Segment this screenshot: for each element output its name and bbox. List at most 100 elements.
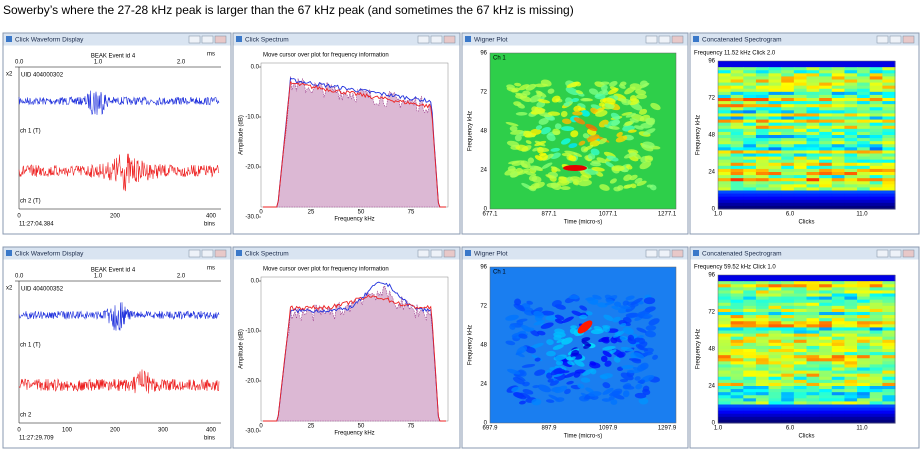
spectrogram-cell <box>819 376 833 381</box>
spectrogram-cell <box>831 293 845 298</box>
spectrogram-cell <box>869 178 883 182</box>
spectrogram-cell <box>869 122 883 127</box>
wigner-blob <box>580 377 591 383</box>
minimize-button[interactable] <box>417 35 430 44</box>
maximize-button[interactable] <box>430 249 443 258</box>
x-tick: 897.9 <box>541 426 557 432</box>
spectrogram-cell <box>844 70 858 74</box>
close-button[interactable] <box>902 249 915 258</box>
spectrogram-cell <box>743 367 757 372</box>
wigner-blob <box>572 181 579 186</box>
minimize-button[interactable] <box>417 249 430 258</box>
spectrogram-cell <box>781 175 795 179</box>
spectrogram-cell <box>882 110 896 114</box>
spectrogram-cell <box>831 290 845 294</box>
spectrogram-cell <box>831 308 845 313</box>
close-button[interactable] <box>443 35 456 44</box>
spectrogram-cell <box>730 61 744 65</box>
close-button[interactable] <box>214 35 227 44</box>
close-button[interactable] <box>671 35 684 44</box>
maximize-button[interactable] <box>201 249 214 258</box>
spectrogram-cell <box>819 355 833 359</box>
maximize-button[interactable] <box>430 35 443 44</box>
spectrogram-cell <box>743 128 757 133</box>
wigner-blob <box>598 137 608 145</box>
spectrogram-cell <box>869 321 883 325</box>
spectrogram-cell <box>793 410 807 415</box>
spectrogram-cell <box>857 159 871 164</box>
close-button[interactable] <box>902 35 915 44</box>
spectrogram-cell <box>869 407 883 412</box>
spectrogram-cell <box>718 199 732 204</box>
spectrogram-cell <box>869 172 883 176</box>
spectrogram-cell <box>768 355 782 359</box>
spectrogram-cell <box>755 104 770 108</box>
spectrogram-cell <box>768 413 782 418</box>
spectrogram-cell <box>730 79 744 84</box>
minimize-button[interactable] <box>188 35 201 44</box>
spectrogram-cell <box>806 284 820 288</box>
maximize-button[interactable] <box>658 35 671 44</box>
spectrogram-cell <box>831 349 845 353</box>
maximize-button[interactable] <box>889 35 902 44</box>
maximize-button[interactable] <box>201 35 214 44</box>
spectrogram-cell <box>831 168 845 173</box>
y-tick: 24 <box>480 168 487 174</box>
y-tick: 48 <box>480 343 487 349</box>
spectrogram-cell <box>806 376 820 381</box>
spectrogram-cell <box>857 202 871 207</box>
wigner-blob <box>644 155 654 163</box>
spectrogram-cell <box>718 94 732 99</box>
spectrogram-cell <box>831 172 845 176</box>
minimize-button[interactable] <box>876 249 889 258</box>
spectrogram-cell <box>844 104 858 108</box>
spectrogram-cell <box>806 333 820 338</box>
spectrogram-cell <box>857 193 871 198</box>
spectrogram-cell <box>806 299 820 304</box>
spectrogram-cell <box>768 318 782 322</box>
close-button[interactable] <box>214 249 227 258</box>
spectrogram-cell <box>743 342 757 347</box>
close-button[interactable] <box>671 249 684 258</box>
spectrogram-cell <box>869 196 883 201</box>
spectrogram-cell <box>718 382 732 387</box>
spectrogram-cell <box>844 193 858 198</box>
maximize-button[interactable] <box>889 249 902 258</box>
spectrogram-cell <box>718 196 732 201</box>
spectrogram-cell <box>869 76 883 80</box>
spectrogram-cell <box>793 70 807 74</box>
spectrogram-cell <box>730 113 744 117</box>
spectrogram-cell <box>819 181 833 185</box>
spectrogram-cell <box>755 162 770 167</box>
spectrogram-cell <box>768 172 782 176</box>
wigner-blob <box>529 165 543 171</box>
ch2-spectrum <box>263 294 446 422</box>
wigner-blob <box>636 327 647 333</box>
spectrogram-cell <box>793 389 807 393</box>
spectrogram-cell <box>768 373 782 378</box>
spectrogram-cell <box>819 82 833 87</box>
spectrogram-cell <box>718 367 732 372</box>
spectrogram-cell <box>718 404 732 409</box>
spectrogram-cell <box>882 389 896 393</box>
spectrogram-cell <box>793 419 807 424</box>
minimize-button[interactable] <box>876 35 889 44</box>
minimize-button[interactable] <box>645 35 658 44</box>
spectrogram-cell <box>793 101 807 105</box>
spectrogram-cell <box>869 312 883 316</box>
minimize-button[interactable] <box>645 249 658 258</box>
spectrogram-cell <box>730 193 744 198</box>
close-button[interactable] <box>443 249 456 258</box>
spectrogram-cell <box>819 131 833 136</box>
spectrogram-cell <box>768 367 782 372</box>
spectrogram-cell <box>857 367 871 372</box>
wigner-blob <box>534 369 546 376</box>
spectrogram-cell <box>730 364 744 368</box>
spectrogram-cell <box>793 379 807 384</box>
wigner-blob <box>526 300 533 305</box>
spectrogram-cell <box>806 119 820 124</box>
spectrogram-cell <box>844 82 858 87</box>
spectrogram-cell <box>869 73 883 77</box>
maximize-button[interactable] <box>658 249 671 258</box>
minimize-button[interactable] <box>188 249 201 258</box>
